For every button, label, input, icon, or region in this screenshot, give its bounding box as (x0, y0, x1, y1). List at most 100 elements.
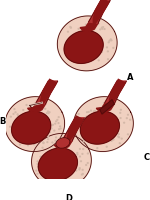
Circle shape (22, 109, 24, 111)
Circle shape (123, 122, 125, 124)
Circle shape (81, 169, 84, 171)
Circle shape (118, 136, 120, 138)
Circle shape (16, 113, 19, 115)
Circle shape (59, 144, 61, 146)
Circle shape (57, 122, 60, 124)
Circle shape (64, 137, 67, 139)
Circle shape (83, 26, 86, 29)
Circle shape (94, 110, 96, 112)
Circle shape (13, 108, 16, 110)
Circle shape (56, 119, 58, 121)
Circle shape (55, 136, 57, 139)
Circle shape (85, 23, 87, 26)
Circle shape (19, 143, 21, 146)
Circle shape (47, 138, 49, 140)
Circle shape (50, 127, 53, 130)
Circle shape (9, 126, 11, 128)
Circle shape (112, 47, 114, 49)
Circle shape (78, 168, 81, 171)
Circle shape (85, 164, 87, 166)
Circle shape (42, 162, 45, 164)
Circle shape (108, 41, 110, 43)
Circle shape (110, 39, 113, 41)
Circle shape (119, 117, 122, 119)
Circle shape (51, 124, 53, 126)
Circle shape (25, 104, 28, 106)
Circle shape (81, 174, 83, 176)
Circle shape (75, 170, 77, 172)
Circle shape (84, 128, 86, 130)
Circle shape (42, 142, 45, 144)
Circle shape (107, 58, 109, 60)
Circle shape (69, 26, 72, 28)
Circle shape (76, 56, 79, 58)
Circle shape (58, 138, 61, 140)
Polygon shape (12, 111, 51, 144)
Polygon shape (36, 81, 58, 104)
Text: C: C (143, 153, 149, 162)
Circle shape (110, 38, 112, 40)
Circle shape (112, 138, 115, 141)
Circle shape (49, 131, 51, 133)
Circle shape (79, 148, 81, 150)
Text: D: D (65, 194, 72, 200)
Circle shape (41, 155, 44, 158)
Circle shape (66, 54, 68, 56)
Circle shape (101, 51, 103, 53)
Circle shape (108, 40, 111, 42)
Circle shape (73, 53, 75, 55)
Circle shape (120, 109, 122, 111)
Circle shape (12, 130, 15, 132)
Circle shape (79, 167, 81, 169)
Circle shape (65, 47, 68, 49)
Circle shape (36, 138, 38, 140)
Circle shape (96, 55, 98, 57)
Circle shape (58, 128, 60, 130)
Circle shape (90, 110, 92, 112)
Circle shape (70, 27, 72, 29)
Circle shape (98, 59, 100, 61)
Circle shape (75, 127, 78, 129)
Circle shape (41, 147, 44, 149)
Circle shape (76, 153, 78, 155)
Circle shape (90, 59, 92, 61)
Circle shape (108, 137, 111, 139)
Circle shape (58, 116, 60, 118)
Circle shape (88, 59, 90, 61)
Circle shape (119, 142, 121, 144)
Circle shape (54, 123, 56, 125)
Text: A: A (127, 73, 133, 82)
Circle shape (103, 28, 106, 30)
Circle shape (47, 135, 49, 137)
Polygon shape (100, 100, 114, 114)
Circle shape (35, 170, 38, 172)
Circle shape (64, 142, 66, 144)
Circle shape (78, 113, 80, 115)
Circle shape (42, 141, 45, 144)
Circle shape (12, 113, 15, 115)
Polygon shape (110, 79, 125, 107)
Circle shape (99, 28, 101, 30)
Circle shape (27, 144, 29, 146)
Circle shape (47, 112, 50, 114)
Circle shape (33, 143, 35, 145)
Circle shape (106, 46, 108, 48)
Circle shape (15, 131, 18, 133)
Circle shape (60, 127, 62, 130)
Circle shape (82, 173, 84, 175)
Circle shape (97, 23, 100, 25)
Circle shape (101, 28, 103, 30)
Circle shape (107, 50, 109, 52)
Circle shape (37, 166, 39, 168)
Circle shape (45, 154, 48, 156)
Circle shape (48, 111, 51, 113)
Circle shape (54, 140, 57, 142)
Polygon shape (38, 148, 77, 181)
Circle shape (103, 102, 105, 104)
Polygon shape (63, 118, 84, 141)
Circle shape (127, 114, 129, 116)
Circle shape (92, 140, 94, 143)
Circle shape (36, 160, 39, 162)
Circle shape (80, 160, 82, 162)
Circle shape (14, 111, 17, 113)
